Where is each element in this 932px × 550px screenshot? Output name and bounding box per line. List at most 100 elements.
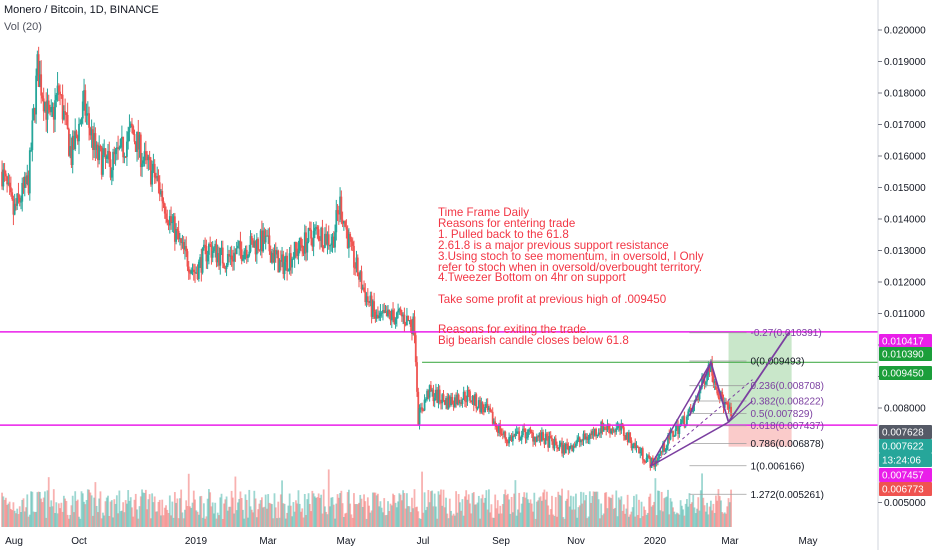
volume-bar (185, 500, 188, 527)
fib-label: 0.786(0.006878) (751, 439, 824, 450)
candle-body (322, 247, 325, 249)
candle-body (458, 402, 461, 404)
candle-body (172, 216, 175, 223)
fib-label: 1.272(0.005261) (751, 490, 824, 501)
candle-body (213, 247, 215, 252)
volume-bar (306, 499, 309, 527)
volume-bar (50, 500, 53, 527)
volume-bar (74, 491, 77, 527)
candle-body (243, 251, 246, 260)
volume-bar (296, 503, 299, 527)
candle-body (498, 424, 500, 433)
candle-body (646, 455, 649, 458)
volume-bar (327, 469, 330, 527)
volume-bar (663, 498, 666, 527)
candle-body (448, 396, 451, 406)
volume-bar (66, 514, 69, 527)
candle-body (27, 175, 30, 194)
trade-notes[interactable]: Time Frame Daily Reasons for entering tr… (438, 206, 704, 307)
candle-body (143, 151, 146, 161)
candle-body (625, 432, 628, 440)
volume-bar (272, 518, 275, 527)
candle-body (182, 242, 185, 250)
candle-body (65, 112, 68, 115)
candle-body (358, 276, 360, 280)
volume-bar (716, 500, 719, 527)
candle-body (20, 201, 22, 203)
volume-bar (538, 497, 541, 527)
candle-body (648, 455, 650, 458)
volume-bar (668, 514, 671, 527)
candle-body (464, 391, 466, 402)
candle-body (578, 437, 581, 443)
candle-body (474, 394, 476, 406)
volume-bar (469, 503, 471, 527)
candle-body (669, 432, 672, 440)
volume-bar (635, 494, 638, 527)
candle-body (630, 440, 633, 449)
candle-body (602, 427, 605, 432)
candle-body (144, 151, 147, 155)
candle-body (524, 428, 527, 439)
candle-body (619, 424, 621, 431)
candle-body (122, 136, 125, 158)
price-tick-label: 0.015000 (884, 183, 926, 194)
candle-body (353, 245, 355, 268)
volume-bar (361, 506, 364, 527)
volume-bar (165, 505, 167, 527)
volume-bar (289, 505, 292, 527)
candle-body (260, 230, 263, 252)
candle-body (639, 451, 642, 454)
volume-bar (648, 496, 650, 527)
volume-bar (383, 498, 386, 527)
candle-body (635, 446, 638, 449)
volume-bar (11, 510, 14, 527)
candle-body (624, 435, 627, 440)
volume-bar (505, 495, 508, 527)
candle-body (281, 254, 283, 262)
candle-body (674, 429, 677, 436)
candle-body (351, 241, 354, 246)
candle-body (561, 442, 563, 454)
volume-bar (249, 506, 252, 527)
volume-bar (35, 511, 38, 527)
volume-bar (133, 499, 136, 527)
volume-bar (552, 514, 555, 527)
fib-label: 0.236(0.008708) (751, 381, 824, 392)
candle-body (546, 433, 548, 437)
price-tick-label: 0.011000 (884, 309, 925, 320)
volume-bar (727, 498, 730, 527)
volume-bar (554, 497, 557, 527)
volume-bar (346, 492, 349, 527)
volume-bar (6, 504, 9, 527)
volume-bar (91, 515, 94, 527)
volume-bar (448, 498, 451, 527)
volume-bar (3, 499, 6, 527)
volume-bar (88, 489, 90, 527)
volume-indicator-label[interactable]: Vol (20) (4, 21, 42, 33)
volume-bar (192, 490, 195, 527)
candle-body (426, 390, 429, 400)
candle-body (31, 120, 34, 151)
candle-body (663, 443, 666, 452)
volume-bar (264, 494, 267, 527)
volume-bar (269, 503, 272, 527)
candle-body (395, 312, 398, 320)
candle-body (215, 243, 218, 263)
candle-body (511, 435, 514, 442)
volume-bar (126, 503, 128, 527)
candle-body (317, 229, 320, 240)
volume-bar (435, 506, 437, 527)
candle-body (216, 253, 219, 263)
candle-body (493, 421, 495, 424)
candle-body (190, 270, 193, 274)
volume-bar (558, 494, 561, 527)
volume-bar (331, 497, 334, 527)
volume-bar (247, 517, 249, 527)
volume-bar (311, 490, 314, 527)
exit-notes[interactable]: Reasons for exiting the trade. Big beari… (438, 323, 629, 347)
candle-body (689, 407, 692, 412)
candle-body (465, 401, 468, 403)
volume-bar (432, 506, 435, 527)
